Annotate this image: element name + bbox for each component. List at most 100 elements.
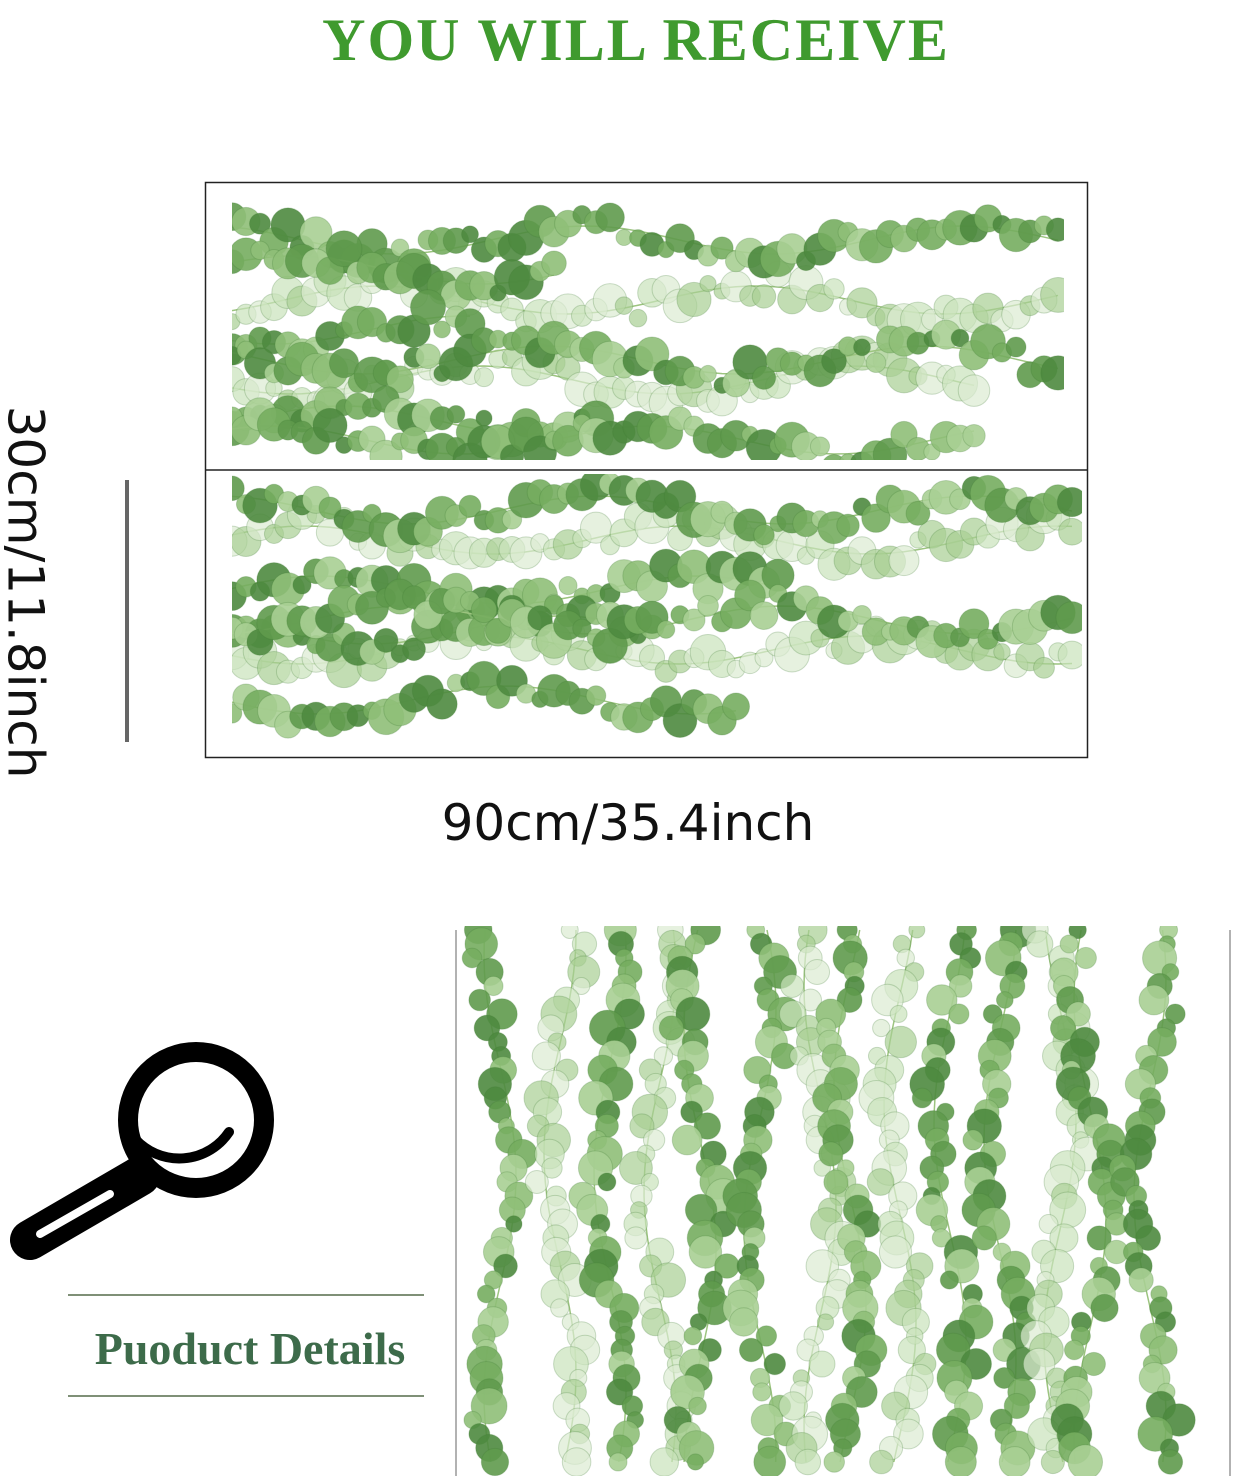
leaf xyxy=(558,576,578,596)
details-heading: Puoduct Details xyxy=(95,1323,406,1374)
leaf xyxy=(998,1446,1031,1476)
leaf xyxy=(688,1396,707,1416)
leaf xyxy=(699,364,717,383)
leaf xyxy=(597,1172,617,1192)
leaf xyxy=(426,688,458,720)
leaf xyxy=(1138,984,1170,1016)
leaf xyxy=(1135,1225,1162,1251)
leaf xyxy=(470,1387,508,1425)
leaf xyxy=(939,1270,959,1290)
leaf xyxy=(693,1112,722,1140)
leaf xyxy=(1045,217,1064,242)
leaf xyxy=(684,933,706,955)
leaf xyxy=(763,1352,787,1376)
leaf xyxy=(676,281,712,318)
leaf xyxy=(248,212,272,235)
leaf xyxy=(658,1015,685,1041)
leaf xyxy=(688,1235,723,1269)
leaf xyxy=(944,1445,977,1476)
leaf xyxy=(865,352,887,374)
leaf xyxy=(962,423,986,448)
leaf xyxy=(799,988,823,1012)
leaf xyxy=(872,1018,891,1038)
leaf xyxy=(893,1418,924,1450)
leaf xyxy=(908,926,926,939)
leaf xyxy=(1067,1444,1104,1476)
leaf xyxy=(794,1448,822,1476)
leaf xyxy=(1056,486,1082,518)
leaf xyxy=(751,284,777,309)
leaf xyxy=(1022,1347,1056,1381)
leaf xyxy=(869,1449,894,1475)
leaf xyxy=(292,575,312,595)
leaf xyxy=(483,975,504,997)
leaf xyxy=(232,475,245,502)
leaf xyxy=(475,409,493,427)
leaf xyxy=(1090,1293,1119,1323)
leaf xyxy=(595,202,625,233)
leaf xyxy=(560,926,579,939)
leaf xyxy=(931,1228,951,1248)
leaf xyxy=(325,230,363,268)
leaf xyxy=(1147,1027,1177,1057)
leaf xyxy=(415,343,441,370)
leaf xyxy=(572,618,592,639)
leaf xyxy=(572,977,591,995)
leaf xyxy=(373,627,399,653)
leaf xyxy=(823,1169,849,1195)
leaf xyxy=(950,328,970,348)
leaf xyxy=(541,250,567,277)
leaf xyxy=(823,453,845,460)
leaf xyxy=(1025,930,1054,958)
leaf xyxy=(749,601,779,630)
leaf xyxy=(680,1100,704,1124)
leaf xyxy=(550,1298,570,1318)
leaf xyxy=(1164,1003,1186,1025)
leaf xyxy=(804,959,831,985)
leaf xyxy=(846,287,878,319)
leaf xyxy=(1040,355,1064,391)
leaf xyxy=(1086,1225,1112,1251)
leaf xyxy=(1081,1351,1106,1377)
leaf xyxy=(896,948,915,968)
leaf xyxy=(753,1445,787,1476)
leaf xyxy=(905,500,931,526)
leaf xyxy=(821,348,847,375)
leaf xyxy=(809,436,831,457)
leaf xyxy=(1059,934,1079,954)
width-label: 90cm/35.4inch xyxy=(442,794,815,852)
leaf xyxy=(1074,946,1097,970)
leaf xyxy=(911,1087,933,1109)
leaf xyxy=(995,991,1014,1009)
leaf xyxy=(823,278,845,300)
leaf xyxy=(468,988,491,1012)
leaf xyxy=(1040,277,1064,313)
leaf xyxy=(524,1170,549,1194)
vine-art-top xyxy=(232,202,1064,460)
leaf xyxy=(1049,1015,1076,1041)
leaf xyxy=(614,296,634,315)
leaf xyxy=(808,1350,836,1378)
leaf xyxy=(884,1025,917,1059)
leaf xyxy=(699,274,717,293)
leaf xyxy=(805,1249,840,1283)
leaf xyxy=(1128,1267,1154,1293)
magnifier-icon xyxy=(10,1042,274,1260)
leaf xyxy=(753,524,775,546)
leaf xyxy=(458,494,482,518)
leaf xyxy=(852,604,872,625)
leaf xyxy=(1058,517,1082,546)
vine-art-detail xyxy=(461,926,1196,1476)
leaf xyxy=(476,1284,496,1304)
leaf xyxy=(751,365,777,390)
leaf xyxy=(500,297,524,322)
leaf xyxy=(1068,926,1087,940)
leaf xyxy=(299,216,333,250)
leaf xyxy=(866,1168,895,1196)
leaf xyxy=(948,974,973,998)
leaf xyxy=(402,585,426,610)
leaf xyxy=(993,1367,1016,1389)
leaf xyxy=(608,1452,628,1472)
leaf xyxy=(493,1253,518,1279)
